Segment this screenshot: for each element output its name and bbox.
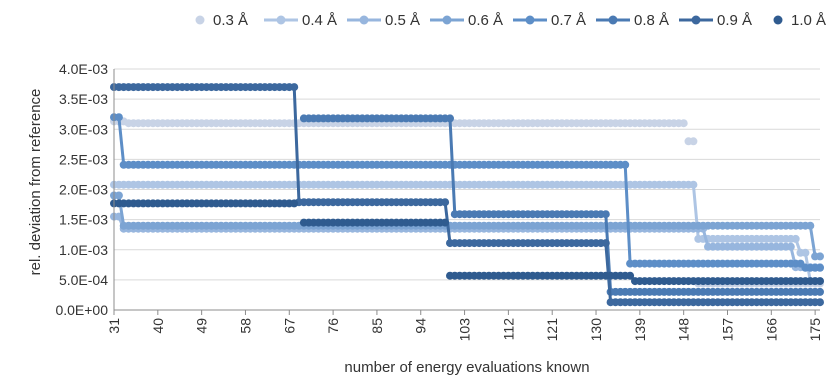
legend-marker — [608, 15, 618, 25]
x-tick-label: 76 — [325, 318, 341, 334]
legend: 0.3 Å 0.4 Å 0.5 Å 0.6 Å 0.7 Å 0.8 Å 0.9 Å 1.0 Å — [195, 12, 826, 29]
legend-label: 0.4 Å — [302, 12, 337, 29]
legend-item: 0.6 Å — [430, 12, 503, 29]
legend-item: 0.3 Å — [195, 12, 248, 29]
y-tick-label: 1.5E-03 — [59, 212, 108, 228]
legend-label: 0.3 Å — [213, 12, 248, 29]
x-tick-label: 112 — [500, 318, 516, 341]
legend-label: 1.0 Å — [791, 12, 826, 29]
data-point — [816, 277, 824, 286]
legend-item: 0.8 Å — [596, 12, 669, 29]
x-tick-label: 85 — [369, 318, 385, 334]
legend-item: 0.9 Å — [679, 12, 752, 29]
data-point — [114, 113, 123, 122]
legend-label: 0.6 Å — [468, 12, 503, 29]
data-point — [816, 263, 824, 272]
x-tick-label: 67 — [281, 318, 297, 334]
series-5 — [299, 114, 824, 296]
data-point — [816, 287, 824, 296]
data-point — [791, 234, 800, 243]
legend-marker — [773, 15, 783, 25]
legend-marker — [525, 15, 535, 25]
gridlines — [114, 68, 820, 311]
y-tick-label: 1.0E-03 — [59, 242, 108, 258]
data-point — [441, 198, 450, 207]
data-point — [601, 210, 610, 219]
series-7 — [110, 199, 824, 286]
y-axis-title: rel. deviation from reference — [27, 89, 44, 276]
data-point — [446, 114, 454, 123]
x-tick-label: 121 — [544, 318, 560, 342]
y-tick-labels: 0.0E+00 5.0E-04 1.0E-03 1.5E-03 2.0E-03 2.5E-… — [55, 61, 108, 318]
y-tick-label: 2.5E-03 — [59, 151, 108, 167]
series-layer — [110, 83, 824, 307]
legend-marker — [691, 15, 701, 25]
data-point — [601, 239, 610, 248]
series-line — [114, 85, 820, 304]
data-point — [290, 199, 299, 208]
x-tick-label: 31 — [106, 318, 122, 334]
data-point — [626, 271, 635, 280]
series-1 — [110, 180, 824, 286]
x-tick-label: 49 — [194, 318, 210, 334]
legend-label: 0.9 Å — [717, 12, 752, 29]
y-tick-label: 0.0E+00 — [55, 302, 108, 318]
legend-marker — [359, 15, 369, 25]
data-point — [801, 248, 810, 257]
data-point — [816, 252, 824, 261]
axes — [113, 69, 820, 315]
y-tick-label: 5.0E-04 — [59, 272, 108, 288]
x-tick-label: 58 — [237, 318, 253, 334]
data-point — [816, 298, 824, 307]
legend-marker — [442, 15, 452, 25]
series-3 — [110, 191, 824, 261]
x-tick-label: 130 — [588, 318, 604, 342]
legend-marker — [276, 15, 286, 25]
y-tick-label: 3.5E-03 — [59, 91, 108, 107]
series-6 — [110, 83, 824, 307]
x-tick-label: 94 — [413, 318, 429, 334]
x-tick-label: 148 — [676, 318, 692, 342]
x-tick-label: 139 — [632, 318, 648, 342]
x-tick-label: 175 — [807, 318, 823, 342]
series-4 — [110, 113, 824, 272]
data-point — [689, 180, 698, 189]
y-tick-label: 2.0E-03 — [59, 182, 108, 198]
legend-item: 0.5 Å — [347, 12, 420, 29]
legend-marker — [195, 15, 205, 25]
x-axis-title: number of energy evaluations known — [344, 359, 589, 376]
data-point — [114, 191, 123, 200]
y-tick-label: 4.0E-03 — [59, 61, 108, 77]
data-point — [786, 242, 795, 251]
legend-item: 0.4 Å — [264, 12, 337, 29]
legend-label: 0.8 Å — [634, 12, 669, 29]
x-tick-label: 40 — [150, 318, 166, 334]
x-tick-labels: 31 40 49 58 67 76 85 94 103 112 121 130 139 148 157 166… — [106, 318, 823, 342]
x-tick-label: 166 — [763, 318, 779, 342]
data-point — [441, 218, 450, 227]
data-point — [806, 221, 815, 230]
legend-item: 1.0 Å — [773, 12, 826, 29]
legend-label: 0.7 Å — [551, 12, 586, 29]
legend-item: 0.7 Å — [513, 12, 586, 29]
x-tick-label: 157 — [719, 318, 735, 342]
data-point — [679, 119, 688, 128]
data-point — [689, 137, 698, 146]
legend-label: 0.5 Å — [385, 12, 420, 29]
y-tick-label: 3.0E-03 — [59, 121, 108, 137]
data-point — [290, 83, 299, 92]
data-point — [621, 160, 630, 169]
x-tick-label: 103 — [457, 318, 473, 342]
